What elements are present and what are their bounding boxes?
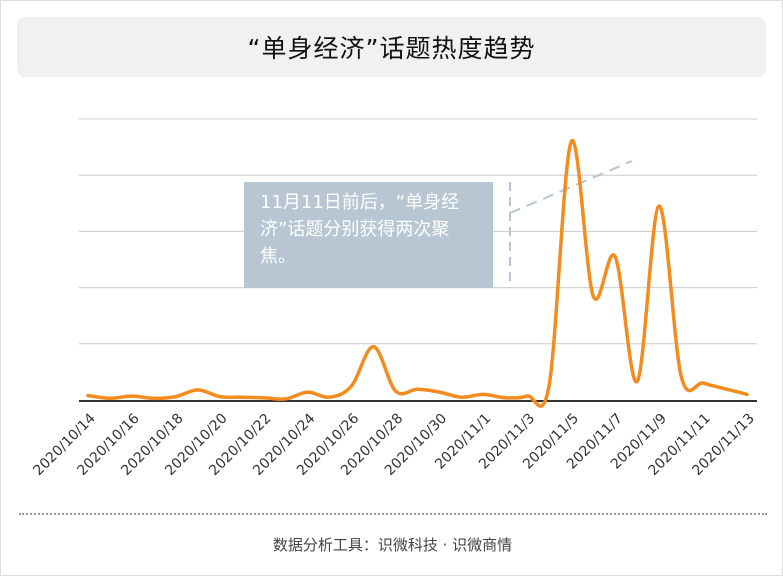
- annotation-connector-dashed-diagonal: [510, 161, 632, 213]
- x-tick-labels: 2020/10/142020/10/162020/10/182020/10/20…: [30, 410, 757, 478]
- footer-divider: [19, 513, 767, 515]
- annotation-text: 11月11日前后，“单身经济”话题分别获得两次聚焦。: [260, 192, 459, 267]
- annotation-box: 11月11日前后，“单身经济”话题分别获得两次聚焦。: [244, 182, 493, 288]
- footer-source: 数据分析工具：识微科技 · 识微商情: [1, 534, 783, 555]
